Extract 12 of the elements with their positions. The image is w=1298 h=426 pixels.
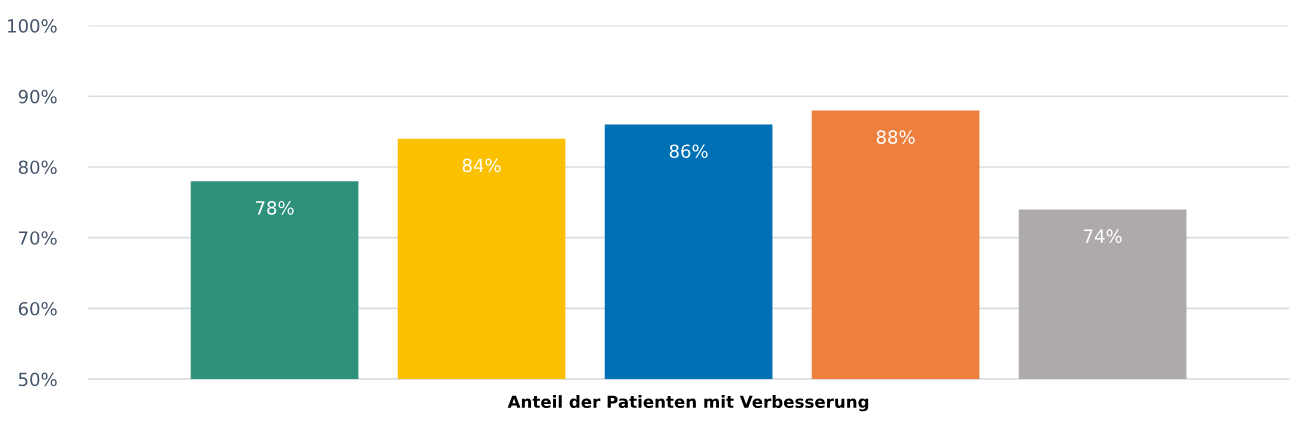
y-tick-label: 50% <box>18 372 57 387</box>
x-axis-title: Anteil der Patienten mit Verbesserung <box>507 395 869 412</box>
data-label: 88% <box>876 130 915 144</box>
data-label: 78% <box>255 201 294 215</box>
y-tick-label: 100% <box>8 19 57 33</box>
data-label: 86% <box>669 144 708 159</box>
y-tick-label: 90% <box>18 89 57 104</box>
y-tick-label: 60% <box>18 301 57 316</box>
y-tick-label: 70% <box>19 231 57 245</box>
y-tick-label: 80% <box>18 160 57 175</box>
data-label: 84% <box>462 158 501 173</box>
data-label: 74% <box>1084 229 1122 243</box>
